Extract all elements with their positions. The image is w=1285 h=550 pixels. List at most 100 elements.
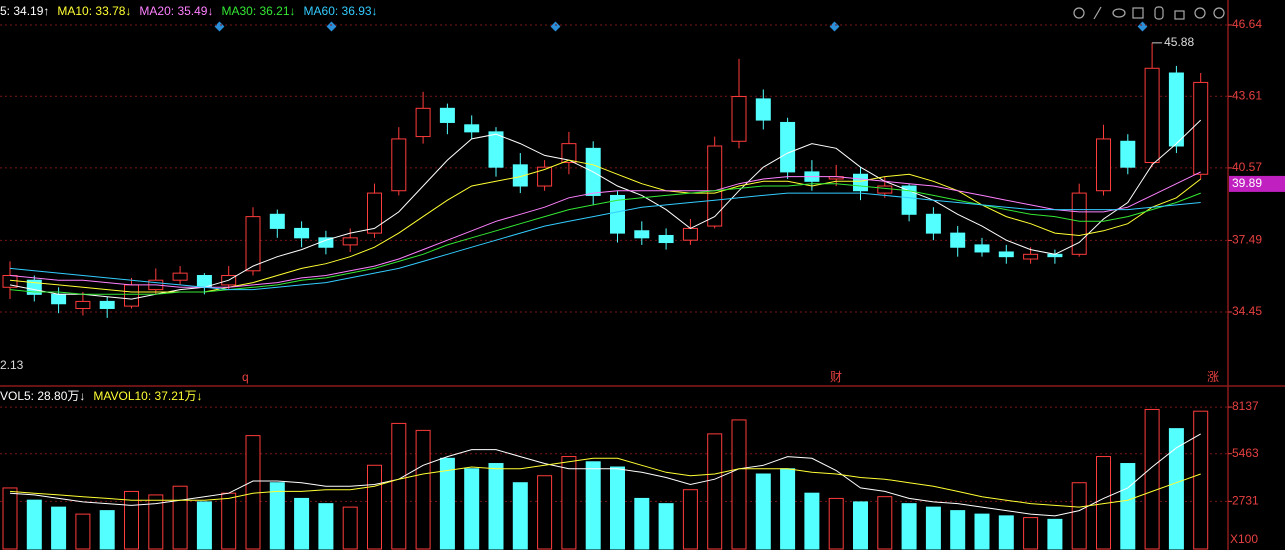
volume-bar <box>1193 410 1209 550</box>
volume-bar <box>828 497 844 550</box>
event-marker[interactable] <box>550 21 561 32</box>
legend-entry: MA30: 36.21↓ <box>221 4 295 18</box>
low-label: 2.13 <box>0 358 24 372</box>
volume-bar <box>439 457 455 550</box>
y-tick-label: 37.49 <box>1232 233 1262 247</box>
volume-bar <box>318 503 334 550</box>
event-marker[interactable] <box>829 21 840 32</box>
candle-body <box>269 213 285 229</box>
volume-bar <box>537 475 553 550</box>
volume-bar <box>707 433 723 550</box>
legend-entry: MAVOL10: 37.21万↓ <box>93 389 202 403</box>
candle-body <box>367 192 382 234</box>
candle-body <box>51 293 67 305</box>
candle-body <box>1096 138 1111 192</box>
candle-body <box>658 234 674 244</box>
volume-bar <box>585 461 601 550</box>
candle-body <box>439 107 455 123</box>
volume-bar <box>780 468 796 550</box>
volume-bar <box>124 490 139 550</box>
volume-bar <box>1144 408 1160 550</box>
volume-bar <box>901 503 917 550</box>
candle-body <box>755 98 771 121</box>
ma-line <box>9 183 1201 295</box>
y-tick-label: 34.45 <box>1232 304 1262 318</box>
candle-body <box>99 300 115 309</box>
volume-bar <box>294 497 310 550</box>
volume-bar <box>148 494 164 550</box>
candle-body <box>488 131 504 168</box>
volume-bar <box>804 492 820 550</box>
last-price-box <box>1229 175 1285 192</box>
annotation: 涨 <box>1207 369 1219 384</box>
lock-icon[interactable] <box>1174 10 1185 20</box>
volume-ma-line <box>9 457 1201 508</box>
volume-ma-line <box>9 433 1201 517</box>
last-price-label: 39.89 <box>1232 176 1262 190</box>
candle-body <box>877 185 893 194</box>
y-tick-label: 40.57 <box>1232 160 1262 174</box>
volume-bar <box>342 506 358 550</box>
event-marker[interactable] <box>214 21 225 32</box>
volume-bar <box>221 492 237 550</box>
toolbar <box>1073 6 1225 20</box>
volume-bar <box>1120 463 1136 550</box>
y-tick-label: 8137 <box>1232 399 1259 413</box>
volume-bar <box>658 503 674 550</box>
legend-entry: VOL5: 28.80万↓ <box>0 389 85 403</box>
y-tick-label: 5463 <box>1232 446 1259 460</box>
candle-body <box>731 96 747 142</box>
candle-body <box>512 164 528 187</box>
annotation: q <box>242 370 249 384</box>
volume-bar <box>1071 482 1087 550</box>
volume-bar <box>731 419 747 550</box>
candle-body <box>415 107 431 138</box>
y-tick-label: 43.61 <box>1232 88 1262 102</box>
volume-bar <box>512 482 528 550</box>
draw-icon[interactable] <box>1093 6 1102 20</box>
volume-bar <box>2 487 18 550</box>
legend-entry: 5: 34.19↑ <box>0 4 49 18</box>
legend-entry: MA10: 33.78↓ <box>57 4 131 18</box>
hand-icon[interactable] <box>1154 6 1164 20</box>
volume-bar <box>877 496 893 550</box>
y-tick-label: 2731 <box>1232 494 1259 508</box>
candle-body <box>537 166 553 187</box>
candle-body <box>391 138 407 192</box>
zoom-in-icon[interactable] <box>1194 7 1206 19</box>
volume-bar <box>26 499 42 550</box>
ma-line <box>9 119 1202 300</box>
volume-bar <box>269 482 285 550</box>
candle-body <box>610 194 625 234</box>
candle-body <box>1023 253 1039 260</box>
volume-bar <box>974 513 990 550</box>
legend-entry: MA20: 35.49↓ <box>139 4 213 18</box>
volume-bar <box>853 501 868 550</box>
candle-body <box>1193 81 1209 175</box>
zoom-out-icon[interactable] <box>1213 7 1225 19</box>
settings-icon[interactable] <box>1073 7 1085 19</box>
annotation: 财 <box>830 370 842 384</box>
candle-body <box>780 121 796 173</box>
candle-body <box>172 272 188 281</box>
volume-bar <box>196 501 212 550</box>
volume-bar <box>488 463 504 550</box>
candle-body <box>950 232 966 248</box>
candle-body <box>124 284 139 307</box>
trash-icon[interactable] <box>1132 7 1144 19</box>
volume-bar <box>391 422 407 550</box>
legend-entry: MA60: 36.93↓ <box>304 4 378 18</box>
volume-bar <box>367 464 382 550</box>
event-marker[interactable] <box>1137 21 1148 32</box>
candle-body <box>245 216 261 272</box>
volume-bar <box>755 473 771 550</box>
eye-icon[interactable] <box>1112 8 1126 18</box>
volume-bar <box>1047 518 1063 550</box>
volume-bar <box>950 510 966 550</box>
volume-bar <box>172 485 188 550</box>
candle-body <box>342 237 358 246</box>
candle-body <box>853 173 868 192</box>
candle-body <box>26 279 42 295</box>
